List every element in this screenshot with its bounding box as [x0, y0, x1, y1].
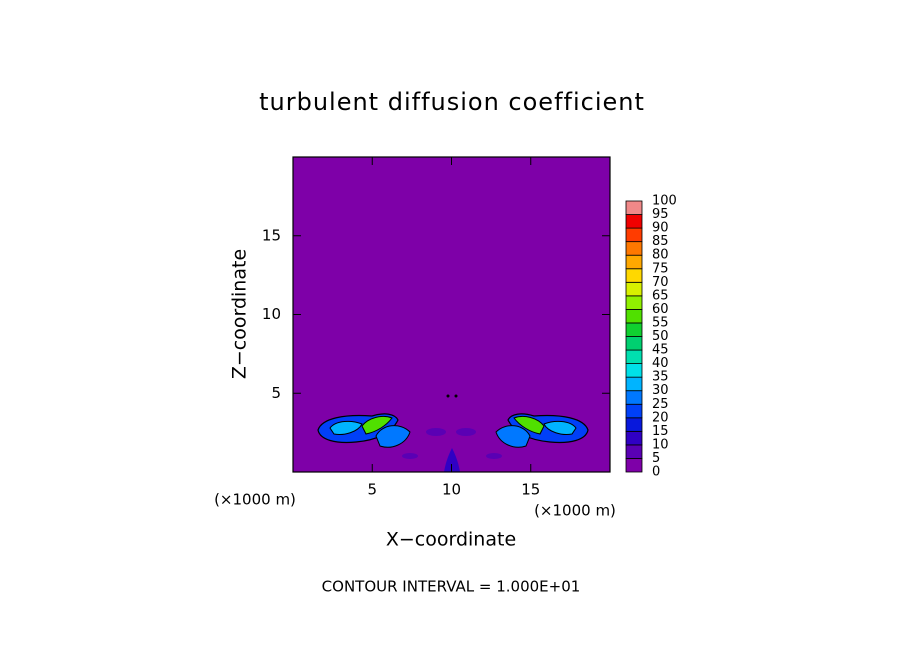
colorbar-label: 100 [652, 194, 677, 209]
colorbar-band [625, 308, 643, 324]
colorbar-band [625, 390, 643, 405]
x-tick-label: 10 [442, 481, 461, 499]
colorbar-label: 10 [652, 437, 669, 452]
colorbar-band [625, 458, 643, 473]
colorbar-label: 25 [652, 397, 669, 412]
colorbar-band [625, 376, 643, 392]
y-unit: (×1000 m) [534, 502, 616, 520]
contour-region [456, 428, 476, 436]
colorbar-band [625, 254, 643, 270]
chart-title: turbulent diffusion coefficient [259, 88, 645, 116]
colorbar-label: 35 [652, 370, 669, 385]
colorbar-label: 15 [652, 424, 669, 439]
colorbar-band [625, 268, 643, 283]
colorbar-band [625, 200, 643, 215]
colorbar-band [625, 241, 643, 256]
colorbar-label: 70 [652, 275, 669, 290]
colorbar-band [625, 295, 643, 310]
x-tick-label: 15 [521, 481, 540, 499]
colorbar-label: 50 [652, 329, 669, 344]
colorbar-band [625, 281, 643, 297]
contour-region [361, 415, 393, 435]
x-tick-label: 5 [367, 481, 377, 499]
colorbar-label: 0 [652, 465, 660, 480]
colorbar: 0510152025303540455055606570758085909510… [625, 194, 677, 480]
colorbar-band [625, 322, 643, 337]
colorbar-band [625, 444, 643, 459]
contour-region [426, 428, 446, 436]
colorbar-band [625, 403, 643, 419]
y-tick-label: 15 [262, 226, 281, 244]
y-axis-label: Z−coordinate [229, 249, 251, 379]
colorbar-band [625, 214, 643, 229]
contour-region [495, 425, 531, 448]
colorbar-label: 85 [652, 234, 669, 249]
colorbar-label: 5 [652, 451, 660, 466]
colorbar-label: 40 [652, 356, 669, 371]
colorbar-label: 90 [652, 221, 669, 236]
contour-region [454, 394, 458, 398]
x-axis-label: X−coordinate [386, 529, 516, 551]
colorbar-label: 55 [652, 315, 669, 330]
contour-region [375, 425, 411, 448]
x-unit: (×1000 m) [214, 491, 296, 509]
contour-region [402, 453, 418, 459]
colorbar-band [625, 227, 643, 243]
colorbar-band [625, 336, 643, 351]
contour-regions [317, 394, 589, 472]
colorbar-label: 20 [652, 410, 669, 425]
colorbar-label: 95 [652, 207, 669, 222]
colorbar-label: 30 [652, 383, 669, 398]
y-tick-label: 5 [271, 384, 281, 402]
colorbar-label: 60 [652, 302, 669, 317]
colorbar-label: 80 [652, 248, 669, 263]
colorbar-label: 75 [652, 261, 669, 276]
contour-region [513, 415, 545, 435]
contour-region [444, 448, 460, 472]
colorbar-band [625, 363, 643, 378]
colorbar-label: 65 [652, 288, 669, 303]
contour-region [543, 420, 577, 435]
contour-region [329, 420, 363, 435]
colorbar-band [625, 430, 643, 446]
y-tick-label: 10 [262, 305, 281, 323]
contour-region [486, 453, 502, 459]
colorbar-band [625, 349, 643, 364]
contour-region [446, 394, 450, 398]
colorbar-label: 45 [652, 343, 669, 358]
colorbar-band [625, 417, 643, 432]
contour-note: CONTOUR INTERVAL = 1.000E+01 [322, 578, 581, 596]
